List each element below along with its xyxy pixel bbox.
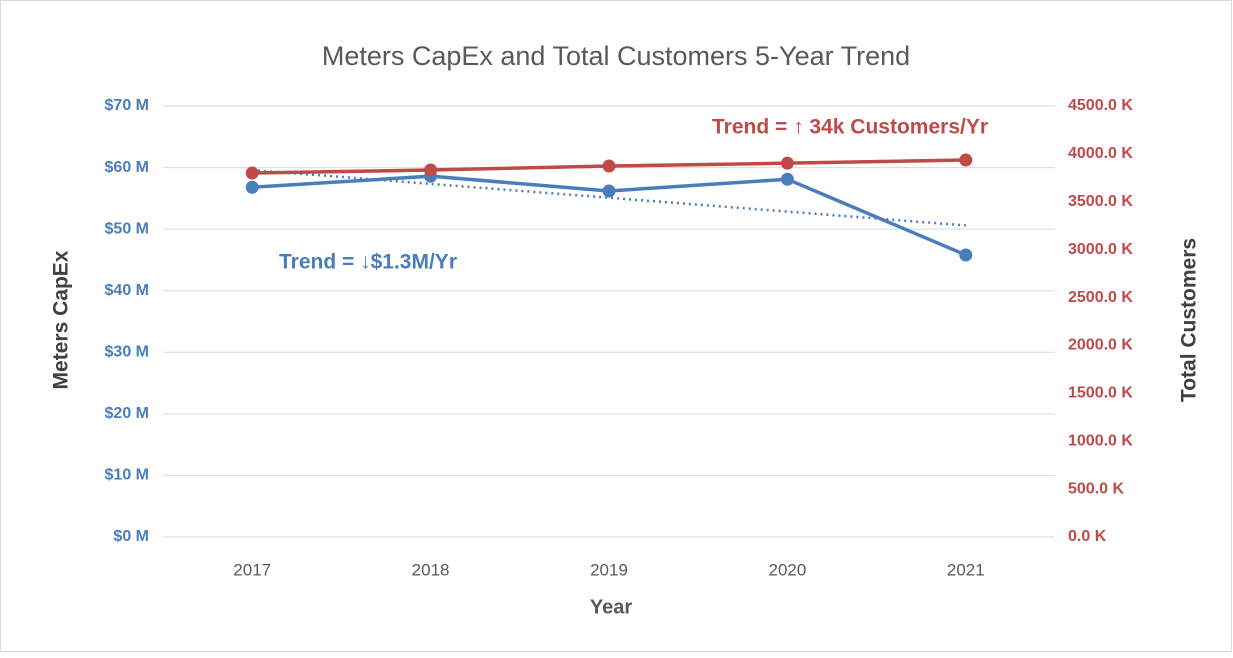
y-tick-label: $70 M [105, 97, 149, 114]
y2-tick-label: 4500.0 K [1068, 97, 1133, 114]
y-tick-label: $40 M [105, 282, 149, 299]
data-point [780, 156, 794, 170]
data-point [780, 172, 794, 186]
data-point [602, 159, 616, 173]
y2-axis-label: Total Customers [1178, 238, 1201, 402]
annotation: Trend = ↓$1.3M/Yr [279, 251, 457, 274]
y2-tick-label: 0.0 K [1068, 528, 1107, 545]
data-point [959, 248, 973, 262]
x-tick-label: 2018 [412, 560, 450, 579]
chart-title: Meters CapEx and Total Customers 5-Year … [322, 41, 910, 71]
y-tick-label: $50 M [105, 220, 149, 237]
x-tick-label: 2021 [947, 560, 985, 579]
data-point [245, 180, 259, 194]
x-tick-label: 2017 [233, 560, 271, 579]
y2-tick-label: 2000.0 K [1068, 337, 1133, 354]
x-axis-label: Year [590, 596, 632, 618]
y-tick-label: $60 M [105, 159, 149, 176]
y2-tick-label: 500.0 K [1068, 480, 1124, 497]
data-point [959, 153, 973, 167]
y2-tick-label: 1000.0 K [1068, 432, 1133, 449]
y2-tick-label: 4000.0 K [1068, 145, 1133, 162]
y-tick-label: $0 M [113, 528, 149, 545]
y-tick-label: $10 M [105, 467, 149, 484]
data-point [245, 166, 259, 180]
y2-tick-label: 2500.0 K [1068, 289, 1133, 306]
y-tick-label: $30 M [105, 344, 149, 361]
y2-tick-label: 3500.0 K [1068, 193, 1133, 210]
x-tick-label: 2019 [590, 560, 628, 579]
data-point [424, 163, 438, 177]
x-tick-label: 2020 [768, 560, 806, 579]
y-axis-label: Meters CapEx [50, 250, 73, 389]
annotation: Trend = ↑ 34k Customers/Yr [712, 116, 988, 139]
y2-tick-label: 3000.0 K [1068, 241, 1133, 258]
y-tick-label: $20 M [105, 405, 149, 422]
data-point [602, 184, 616, 198]
y2-tick-label: 1500.0 K [1068, 385, 1133, 402]
